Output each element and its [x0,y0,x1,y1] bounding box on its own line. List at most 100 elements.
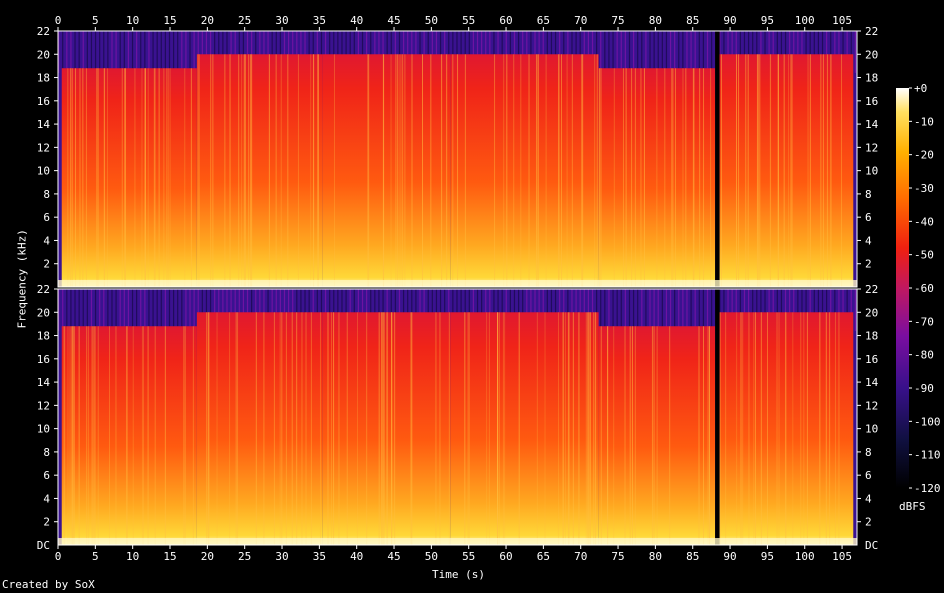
transient-streak [594,54,596,287]
noise-streak [702,31,705,73]
transient-streak [498,312,500,545]
noise-streak [554,289,557,331]
noise-streak [300,289,302,331]
colorbar-tick-label: +0 [914,82,927,95]
noise-streak [181,31,183,73]
noise-streak [485,31,487,73]
transient-streak [486,312,488,545]
noise-streak [378,31,380,73]
noise-streak [682,31,684,73]
noise-streak [550,31,553,73]
noise-streak [452,289,454,331]
noise-streak [226,31,228,73]
x-tick-label: 100 [795,14,815,27]
y-tick-label: 20 [865,48,878,61]
plot-frame [57,288,858,546]
transient-streak [589,312,591,545]
noise-streak [185,31,187,73]
x-tick-label: 40 [350,550,363,563]
transient-streak [631,68,633,288]
x-tick-label: 25 [238,14,251,27]
noise-streak [571,31,573,73]
noise-streak [826,31,828,73]
transient-streak [671,68,673,288]
y-tick-label: 20 [37,306,50,319]
transient-streak [464,312,466,545]
transient-streak [778,312,780,545]
transient-streak [121,68,123,288]
transient-streak [736,54,738,287]
noise-streak [415,289,417,331]
noise-streak [838,289,840,331]
x-tick-label: 20 [201,550,214,563]
transient-streak [86,326,88,545]
transient-streak [536,312,538,545]
transient-streak [291,312,293,545]
noise-streak [694,289,696,331]
noise-streak [690,289,692,331]
noise-streak [653,289,655,331]
transient-streak [651,326,653,545]
y-tick-label: DC [37,539,50,552]
x-tick-label: 75 [611,14,624,27]
noise-streak [320,289,323,331]
transient-streak [643,68,645,288]
noise-streak [448,289,450,331]
transient-streak [141,68,143,288]
noise-streak [821,289,824,331]
noise-streak [591,31,594,73]
transient-streak [158,68,160,288]
noise-streak [168,289,171,331]
signal-band [196,312,323,545]
noise-streak [349,31,351,73]
transient-streak [783,54,785,287]
noise-streak [152,289,154,331]
transient-streak [770,54,772,287]
x-tick-label: 80 [649,14,662,27]
noise-streak [242,31,245,73]
x-tick-label: 95 [761,14,774,27]
noise-streak [111,31,113,73]
noise-streak [698,31,700,73]
noise-streak [382,31,384,73]
transient-streak [822,54,824,287]
transient-streak [319,312,321,545]
transient-streak [411,54,413,287]
noise-streak [255,31,257,73]
transient-streak [719,312,721,545]
noise-streak [608,31,610,73]
transient-streak [108,326,110,545]
transient-streak [243,54,245,287]
transient-streak [301,312,303,545]
transient-streak [572,312,574,545]
transient-streak [410,312,412,545]
transient-streak [742,312,744,545]
noise-streak [817,289,819,331]
noise-streak [115,31,117,73]
transient-streak [395,54,397,287]
colorbar-tick-label: -10 [914,115,934,128]
transient-streak [757,54,759,287]
noise-streak [657,31,659,73]
transient-streak [702,326,704,545]
noise-streak [756,31,758,73]
noise-streak [587,289,590,331]
spectrogram-panel-left [58,31,857,288]
transient-streak [561,54,563,287]
transient-streak [153,68,155,288]
noise-streak [103,31,105,73]
transient-streak [819,312,821,545]
transient-streak [402,54,404,287]
transient-streak [747,54,749,287]
noise-streak [842,31,844,73]
transient-streak [238,54,240,287]
noise-streak [427,31,429,73]
x-tick-label: 90 [723,550,736,563]
transient-streak [692,68,694,288]
noise-streak [645,289,647,331]
transient-streak [563,312,565,545]
noise-streak [107,31,109,73]
transient-streak [400,54,402,287]
transient-streak [404,54,406,287]
noise-streak [649,289,651,331]
